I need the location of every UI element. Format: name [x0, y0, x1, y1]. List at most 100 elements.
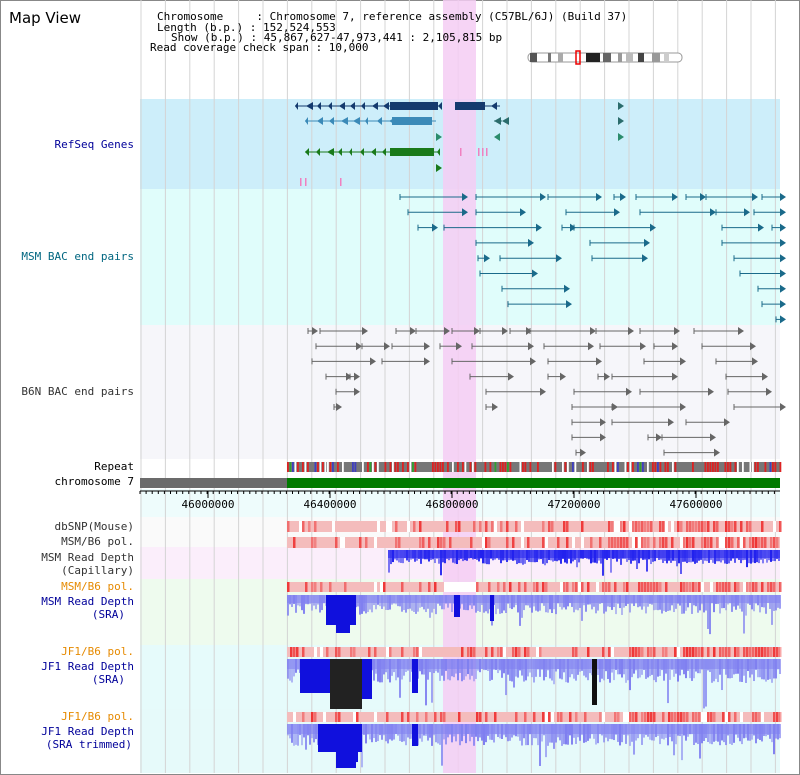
- depth-bar: [637, 659, 639, 679]
- depth-bar: [463, 724, 465, 737]
- pol-mark: [638, 647, 641, 657]
- depth-bar: [293, 595, 295, 604]
- depth-bar: [513, 659, 515, 688]
- depth-bar: [436, 550, 438, 559]
- depth-bar: [571, 595, 573, 607]
- depth-bar: [759, 724, 761, 741]
- depth-bar: [400, 550, 402, 563]
- depth-bar: [495, 724, 497, 735]
- track-label-refseq[interactable]: RefSeq Genes: [54, 138, 134, 151]
- repeat-element: [562, 462, 564, 472]
- track-label-msm-depth-capillary[interactable]: MSM Read Depth: [41, 551, 134, 564]
- depth-bar: [720, 550, 722, 563]
- pol-mark: [725, 647, 728, 657]
- pol-mark: [647, 712, 650, 722]
- pol-mark: [308, 521, 311, 532]
- repeat-element: [342, 462, 344, 472]
- depth-bar: [377, 724, 379, 742]
- depth-bar: [779, 595, 781, 609]
- depth-bar: [461, 659, 463, 682]
- depth-bar: [675, 724, 677, 745]
- depth-bar: [323, 595, 325, 604]
- bac-end: [590, 327, 596, 335]
- pol-mark: [686, 647, 689, 657]
- repeat-element: [327, 462, 329, 472]
- repeat-element: [384, 462, 387, 472]
- depth-bar: [545, 659, 547, 677]
- track-label-chromosome[interactable]: chromosome 7: [54, 475, 134, 488]
- depth-bar: [617, 595, 619, 604]
- depth-bar: [704, 550, 706, 561]
- pol-mark: [737, 537, 740, 548]
- pol-mark: [761, 537, 764, 548]
- depth-bar: [535, 595, 537, 611]
- bac-end: [644, 238, 650, 247]
- track-label-jf1-b6-pol-1[interactable]: JF1/B6 pol.: [61, 645, 134, 658]
- pol-mark: [776, 712, 779, 722]
- pol-mark: [443, 537, 446, 548]
- depth-bar: [517, 595, 519, 613]
- depth-bar: [523, 724, 525, 739]
- repeat-element: [709, 462, 712, 472]
- pol-mark: [497, 582, 500, 592]
- depth-bar: [511, 595, 513, 610]
- pol-mark: [626, 537, 629, 548]
- repeat-element: [607, 462, 609, 472]
- ideogram-band: [652, 53, 660, 62]
- depth-bar: [667, 724, 669, 746]
- depth-bar: [745, 724, 747, 738]
- pol-gap: [503, 647, 506, 657]
- bac-end: [780, 238, 786, 247]
- pol-mark: [689, 521, 692, 532]
- depth-bar: [579, 659, 581, 672]
- track-label-msm-b6-pol-2[interactable]: MSM/B6 pol.: [61, 580, 134, 593]
- repeat-element: [377, 462, 379, 472]
- depth-bar: [713, 595, 715, 613]
- gene-exon: [317, 117, 323, 125]
- bac-end: [780, 284, 786, 293]
- repeat-element: [337, 462, 339, 472]
- track-label-dbsnp[interactable]: dbSNP(Mouse): [54, 520, 134, 533]
- depth-bar: [657, 724, 659, 737]
- depth-bar: [756, 550, 758, 563]
- track-label-msm-b6-pol-1[interactable]: MSM/B6 pol.: [61, 535, 134, 548]
- jf1-b6-pol-strip-2: [287, 712, 782, 722]
- pol-mark: [509, 582, 512, 592]
- depth-bar: [737, 724, 739, 738]
- depth-bar: [518, 550, 520, 564]
- ideogram-band: [530, 53, 537, 62]
- track-label-msm-depth-sra[interactable]: MSM Read Depth: [41, 595, 134, 608]
- track-label-jf1-b6-pol-2[interactable]: JF1/B6 pol.: [61, 710, 134, 723]
- depth-bar: [563, 724, 565, 745]
- pol-mark: [608, 521, 611, 532]
- depth-bar: [710, 550, 712, 560]
- gene-exon: [349, 148, 352, 156]
- repeat-element: [664, 462, 667, 472]
- depth-bar: [668, 550, 670, 561]
- depth-bar: [543, 724, 545, 736]
- depth-bar: [457, 659, 459, 681]
- pol-mark: [338, 712, 341, 722]
- pol-bg: [287, 582, 780, 592]
- track-label-b6n-bac[interactable]: B6N BAC end pairs: [21, 385, 134, 398]
- track-label-msm-bac[interactable]: MSM BAC end pairs: [21, 250, 134, 263]
- track-label-jf1-depth[interactable]: JF1 Read Depth: [41, 660, 134, 673]
- depth-bar: [633, 595, 635, 607]
- pol-mark: [665, 537, 668, 548]
- track-label-jf1-depth-trimmed[interactable]: JF1 Read Depth: [41, 725, 134, 738]
- depth-bar: [503, 724, 505, 736]
- chromosome-info: Chromosome : Chromosome 7, reference ass…: [157, 10, 628, 23]
- depth-bar: [507, 659, 509, 675]
- depth-bar: [433, 595, 435, 609]
- depth-bar: [614, 550, 616, 559]
- depth-bar: [297, 595, 299, 606]
- pol-mark: [662, 537, 665, 548]
- depth-bar: [499, 659, 501, 671]
- chromosome-ideogram: [527, 50, 683, 65]
- pol-mark: [644, 582, 647, 592]
- pol-mark: [620, 537, 623, 548]
- depth-bar: [631, 724, 633, 742]
- pol-mark: [683, 712, 686, 722]
- track-label-repeat[interactable]: Repeat: [94, 460, 134, 473]
